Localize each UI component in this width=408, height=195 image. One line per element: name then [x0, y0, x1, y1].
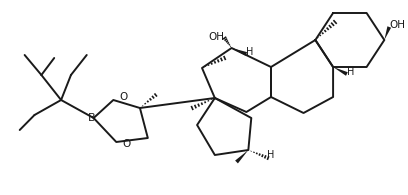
Polygon shape: [333, 67, 348, 76]
Text: H: H: [347, 67, 354, 77]
Text: B: B: [88, 113, 95, 123]
Text: O: O: [122, 139, 131, 149]
Text: H: H: [246, 47, 254, 57]
Text: OH: OH: [389, 20, 405, 30]
Polygon shape: [232, 48, 247, 56]
Polygon shape: [235, 150, 248, 163]
Text: O: O: [119, 92, 127, 102]
Polygon shape: [384, 26, 391, 40]
Text: H: H: [267, 150, 275, 160]
Text: OH: OH: [208, 32, 225, 42]
